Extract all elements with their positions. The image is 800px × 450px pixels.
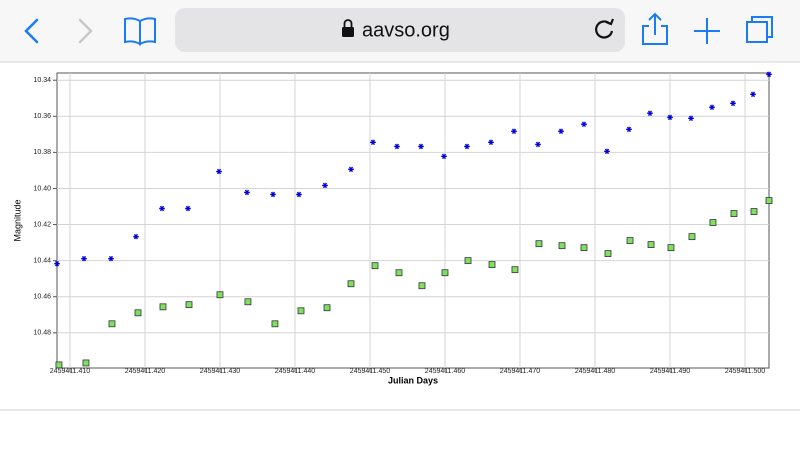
square-marker [535, 240, 543, 248]
y-tick-label: 10.42 [33, 221, 51, 228]
y-tick-label: 10.36 [33, 113, 51, 120]
star-marker [488, 139, 494, 146]
forward-button[interactable] [78, 18, 93, 44]
back-button[interactable] [24, 18, 39, 44]
star-marker [709, 104, 715, 111]
star-marker [558, 128, 564, 135]
star-marker [535, 141, 541, 148]
x-tick-label: 2459411.450 [350, 368, 390, 375]
tabs-button[interactable] [746, 16, 773, 43]
square-marker [688, 233, 696, 241]
square-marker [709, 219, 717, 226]
y-tick-label: 10.48 [33, 330, 51, 337]
y-tick-label: 10.40 [33, 185, 51, 192]
x-tick-label: 2459411.430 [200, 368, 240, 375]
square-marker [511, 266, 519, 274]
star-marker [750, 91, 756, 98]
square-marker [244, 298, 252, 306]
star-marker [511, 128, 517, 135]
bookmarks-button[interactable] [124, 17, 156, 46]
star-marker [581, 121, 587, 128]
x-tick-label: 2459411.440 [275, 368, 315, 375]
square-marker [347, 280, 355, 288]
star-marker [626, 126, 632, 133]
square-marker [297, 307, 305, 315]
square-marker [159, 303, 167, 311]
square-marker [667, 244, 675, 252]
square-marker [558, 242, 566, 250]
lock-icon [342, 27, 354, 37]
lock-shackle [343, 19, 353, 27]
square-marker [108, 320, 116, 328]
star-marker [348, 166, 354, 173]
star-marker [394, 143, 400, 150]
square-marker [730, 210, 738, 217]
x-tick-label: 2459411.480 [575, 368, 615, 375]
square-marker [750, 208, 758, 215]
square-marker [604, 250, 612, 258]
reload-arrow [605, 18, 615, 26]
x-tick-label: 2459411.490 [650, 368, 690, 375]
star-marker [159, 205, 165, 212]
star-marker [667, 114, 673, 121]
plot-area [56, 72, 770, 369]
star-marker [54, 260, 60, 267]
y-tick-label: 10.38 [33, 149, 51, 156]
star-marker [133, 233, 139, 240]
star-marker [441, 153, 447, 160]
square-marker [271, 320, 279, 328]
x-tick-label: 2459411.410 [50, 368, 90, 375]
star-marker [322, 182, 328, 189]
star-marker [766, 71, 772, 78]
x-tick-label: 2459411.500 [725, 368, 765, 375]
star-marker [108, 255, 114, 262]
url-text: aavso.org [362, 19, 450, 41]
square-marker [626, 237, 634, 245]
y-axis-label: Magnitude [12, 199, 22, 241]
star-marker [370, 139, 376, 146]
star-marker [244, 189, 250, 196]
square-marker [216, 291, 224, 299]
x-tick-label: 2459411.460 [425, 368, 465, 375]
star-marker [270, 191, 276, 198]
share-button[interactable] [642, 12, 668, 45]
star-marker [216, 168, 222, 175]
address-bar[interactable] [175, 8, 625, 52]
x-tick-label: 2459411.470 [500, 368, 540, 375]
square-marker [371, 262, 379, 270]
square-marker [464, 257, 472, 265]
square-marker [418, 282, 426, 290]
square-marker [55, 361, 63, 369]
x-tick-label: 2459411.420 [125, 368, 165, 375]
square-marker [185, 301, 193, 309]
square-marker [441, 269, 449, 277]
y-tick-label: 10.46 [33, 294, 51, 301]
star-marker [647, 110, 653, 117]
square-marker [647, 241, 655, 248]
star-marker [81, 255, 87, 262]
square-marker [395, 269, 403, 277]
y-tick-label: 10.44 [33, 257, 51, 264]
square-marker [580, 244, 588, 252]
square-marker [134, 309, 142, 317]
x-axis-label: Julian Days [388, 375, 438, 385]
chart: 2459411.410 2459411.420 2459411.430 2459411… [12, 71, 773, 385]
star-marker [604, 148, 610, 155]
square-marker [82, 359, 90, 367]
star-marker [185, 205, 191, 212]
y-tick-label: 10.34 [33, 77, 51, 84]
star-marker [418, 143, 424, 150]
square-marker [488, 261, 496, 269]
reload-button[interactable] [595, 20, 614, 39]
star-marker [464, 143, 470, 150]
star-marker [296, 191, 302, 198]
square-marker [765, 197, 773, 204]
star-marker [730, 100, 736, 107]
star-marker [688, 115, 694, 122]
square-marker [323, 304, 331, 312]
new-tab-button[interactable] [694, 18, 720, 44]
